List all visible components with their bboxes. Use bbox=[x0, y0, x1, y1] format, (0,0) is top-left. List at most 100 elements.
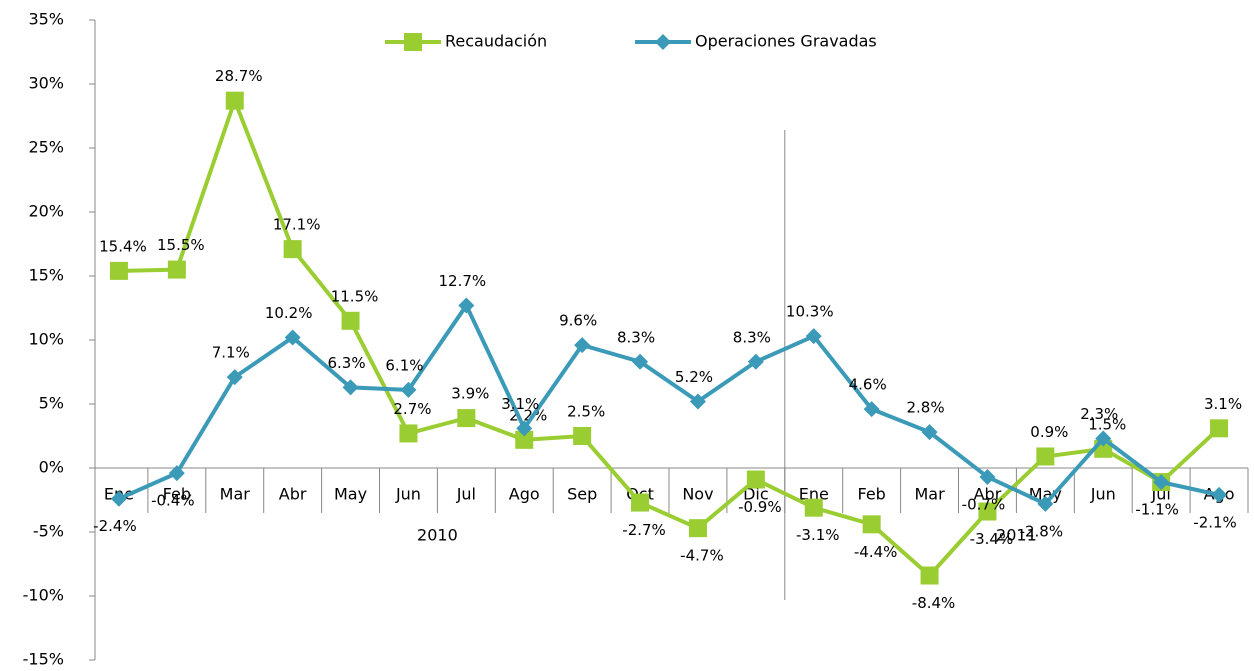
x-tick-label: Mar bbox=[220, 485, 251, 504]
y-tick-label: 35% bbox=[28, 10, 64, 29]
y-tick-label: 20% bbox=[28, 202, 64, 221]
marker bbox=[805, 328, 822, 345]
legend-label: Recaudación bbox=[445, 32, 547, 51]
line bbox=[118, 94, 1221, 579]
marker bbox=[747, 353, 764, 370]
marker bbox=[1036, 447, 1055, 466]
data-label: 5.2% bbox=[675, 368, 713, 386]
marker bbox=[399, 424, 418, 443]
x-tick-label: Mar bbox=[914, 485, 945, 504]
marker bbox=[632, 353, 649, 370]
data-label: -8.4% bbox=[912, 594, 956, 612]
x-tick-label: Feb bbox=[163, 485, 191, 504]
data-label: -2.7% bbox=[622, 521, 666, 539]
x-tick-label: Abr bbox=[974, 485, 1002, 504]
marker bbox=[1210, 419, 1229, 438]
data-label: 17.1% bbox=[273, 216, 321, 234]
marker bbox=[979, 468, 996, 485]
data-label: 11.5% bbox=[331, 287, 379, 305]
data-label: 8.3% bbox=[733, 328, 771, 346]
marker bbox=[226, 369, 243, 386]
data-label: 2.8% bbox=[906, 399, 944, 417]
marker bbox=[862, 515, 881, 534]
marker bbox=[400, 381, 417, 398]
marker bbox=[1211, 486, 1228, 503]
marker bbox=[457, 409, 476, 428]
data-label: -0.7% bbox=[962, 495, 1006, 513]
marker bbox=[863, 401, 880, 418]
data-label: 3.1% bbox=[501, 395, 539, 413]
legend-label: Operaciones Gravadas bbox=[695, 32, 877, 51]
marker bbox=[978, 502, 997, 521]
data-label: 15.4% bbox=[99, 237, 147, 255]
data-label: 6.3% bbox=[327, 354, 365, 372]
y-tick-label: -5% bbox=[33, 522, 64, 541]
data-label: 7.1% bbox=[212, 344, 250, 362]
data-label: -0.9% bbox=[738, 498, 782, 516]
marker bbox=[631, 493, 650, 512]
marker bbox=[458, 297, 475, 314]
legend-marker bbox=[404, 33, 422, 51]
marker bbox=[110, 490, 127, 507]
x-tick-label: Dic bbox=[743, 485, 769, 504]
data-label: 12.7% bbox=[439, 272, 487, 290]
x-tick-label: Jun bbox=[395, 485, 421, 504]
marker bbox=[689, 393, 706, 410]
x-tick-label: Sep bbox=[567, 485, 597, 504]
y-tick-label: 30% bbox=[28, 74, 64, 93]
y-tick-label: 0% bbox=[39, 458, 64, 477]
data-label: -4.7% bbox=[680, 547, 724, 565]
data-label: -1.1% bbox=[1135, 501, 1179, 519]
y-tick-label: 15% bbox=[28, 266, 64, 285]
data-label: -3.4% bbox=[970, 530, 1014, 548]
marker bbox=[167, 260, 186, 279]
data-label: 10.3% bbox=[786, 303, 834, 321]
marker bbox=[342, 379, 359, 396]
marker bbox=[109, 261, 128, 280]
marker bbox=[341, 311, 360, 330]
data-label: -2.1% bbox=[1193, 513, 1237, 531]
x-tick-label: Jun bbox=[1090, 485, 1116, 504]
line bbox=[118, 301, 1220, 507]
y-tick-label: 10% bbox=[28, 330, 64, 349]
marker bbox=[574, 337, 591, 354]
data-label: 9.6% bbox=[559, 312, 597, 330]
y-tick-label: -10% bbox=[23, 586, 64, 605]
data-label: 6.1% bbox=[385, 356, 423, 374]
x-tick-label: Ago bbox=[509, 485, 540, 504]
marker bbox=[283, 240, 302, 259]
data-label: -3.1% bbox=[796, 526, 840, 544]
marker bbox=[225, 91, 244, 110]
marker bbox=[746, 470, 765, 489]
marker bbox=[688, 519, 707, 538]
data-label: 0.9% bbox=[1030, 423, 1068, 441]
data-label: 4.6% bbox=[849, 376, 887, 394]
data-label: 28.7% bbox=[215, 67, 263, 85]
data-label: 2.7% bbox=[393, 400, 431, 418]
x-tick-label: Abr bbox=[279, 485, 307, 504]
x-tick-label: Jul bbox=[456, 485, 476, 504]
data-label: -2.4% bbox=[93, 517, 137, 535]
marker bbox=[920, 566, 939, 585]
data-label: 2.3% bbox=[1080, 405, 1118, 423]
group-label: 2011 bbox=[996, 526, 1037, 545]
marker bbox=[921, 424, 938, 441]
x-tick-label: Feb bbox=[857, 485, 885, 504]
data-label: -4.4% bbox=[854, 543, 898, 561]
data-label: 8.3% bbox=[617, 328, 655, 346]
marker bbox=[515, 430, 534, 449]
y-tick-label: 5% bbox=[39, 394, 64, 413]
marker bbox=[804, 498, 823, 517]
marker bbox=[516, 420, 533, 437]
x-tick-label: May bbox=[334, 485, 367, 504]
data-label: 1.5% bbox=[1088, 415, 1126, 433]
marker bbox=[1095, 430, 1112, 447]
marker bbox=[1153, 474, 1170, 491]
marker bbox=[573, 427, 592, 445]
data-label: -0.4% bbox=[151, 492, 195, 510]
data-label: 3.9% bbox=[451, 385, 489, 403]
marker bbox=[168, 465, 185, 482]
data-label: 15.5% bbox=[157, 236, 205, 254]
y-tick-label: 25% bbox=[28, 138, 64, 157]
